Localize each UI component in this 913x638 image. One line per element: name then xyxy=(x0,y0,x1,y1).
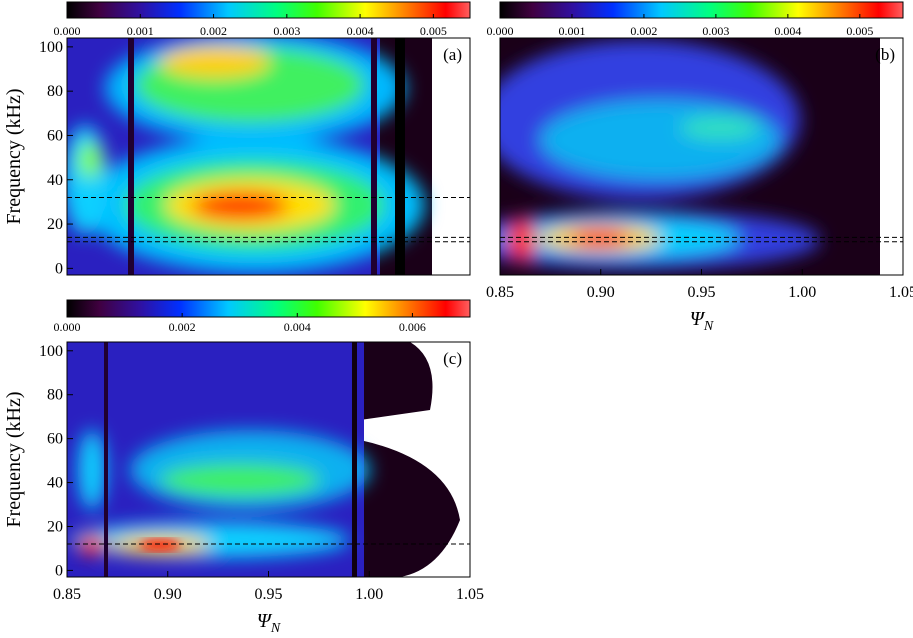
y-tick-label: 60 xyxy=(47,127,63,144)
x-tick-label: 1.00 xyxy=(355,586,383,603)
contour-field xyxy=(67,342,470,577)
contour-field xyxy=(500,38,903,275)
x-axis-label: ΨN xyxy=(690,308,714,334)
colorbar-tick-label: 0.005 xyxy=(420,24,447,38)
x-tick-label: 1.00 xyxy=(788,284,816,301)
colorbar-tick-label: 0.000 xyxy=(487,24,514,38)
plot-frame xyxy=(66,37,471,276)
y-tick-label: 40 xyxy=(47,172,63,189)
colorbar-tick-label: 0.005 xyxy=(846,24,873,38)
contour-field xyxy=(67,38,432,275)
colorbar xyxy=(66,1,471,19)
x-tick-label: 0.95 xyxy=(255,586,283,603)
colorbar-tick-label: 0.003 xyxy=(702,24,729,38)
x-axis-label-symbol: Ψ xyxy=(690,308,706,330)
colorbar-tick-label: 0.002 xyxy=(200,24,227,38)
colorbar-tick-label: 0.002 xyxy=(169,320,196,334)
colorbar xyxy=(499,1,904,19)
colorbar-tick-label: 0.004 xyxy=(347,24,374,38)
colorbar xyxy=(66,299,471,318)
x-tick-label: 1.05 xyxy=(456,586,484,603)
colorbar-tick-label: 0.000 xyxy=(54,24,81,38)
y-tick-label: 40 xyxy=(47,475,63,492)
y-tick-label: 20 xyxy=(47,518,63,535)
x-axis-label-subscript: N xyxy=(270,621,281,636)
colorbar-tick-label: 0.006 xyxy=(399,320,426,334)
colorbar-tick-label: 0.004 xyxy=(774,24,801,38)
x-axis-label: ΨN xyxy=(257,610,281,636)
y-tick-label: 0 xyxy=(55,260,63,277)
panel-label: (b) xyxy=(875,45,895,64)
x-axis-label-subscript: N xyxy=(703,319,714,334)
y-tick-label: 100 xyxy=(39,39,63,56)
x-tick-label: 1.05 xyxy=(889,284,913,301)
colorbar-tick-label: 0.000 xyxy=(54,320,81,334)
colorbar-tick-label: 0.004 xyxy=(284,320,311,334)
y-axis-label: Frequency (kHz) xyxy=(3,391,25,527)
panel-label: (c) xyxy=(443,349,462,368)
colorbar-tick-label: 0.003 xyxy=(273,24,300,38)
x-tick-label: 0.95 xyxy=(688,284,716,301)
y-axis-label: Frequency (kHz) xyxy=(3,88,25,224)
x-tick-label: 0.85 xyxy=(486,284,514,301)
y-tick-label: 80 xyxy=(47,387,63,404)
x-tick-label: 0.90 xyxy=(587,284,615,301)
panel-label: (a) xyxy=(443,45,462,64)
y-tick-label: 20 xyxy=(47,216,63,233)
y-tick-label: 0 xyxy=(55,562,63,579)
y-tick-label: 80 xyxy=(47,83,63,100)
colorbar-tick-label: 0.001 xyxy=(127,24,154,38)
x-axis-label-symbol: Ψ xyxy=(257,610,273,632)
colorbar-tick-label: 0.001 xyxy=(558,24,585,38)
y-tick-label: 100 xyxy=(39,343,63,360)
x-tick-label: 0.85 xyxy=(53,586,81,603)
y-tick-label: 60 xyxy=(47,431,63,448)
colorbar-tick-label: 0.002 xyxy=(630,24,657,38)
x-tick-label: 0.90 xyxy=(154,586,182,603)
